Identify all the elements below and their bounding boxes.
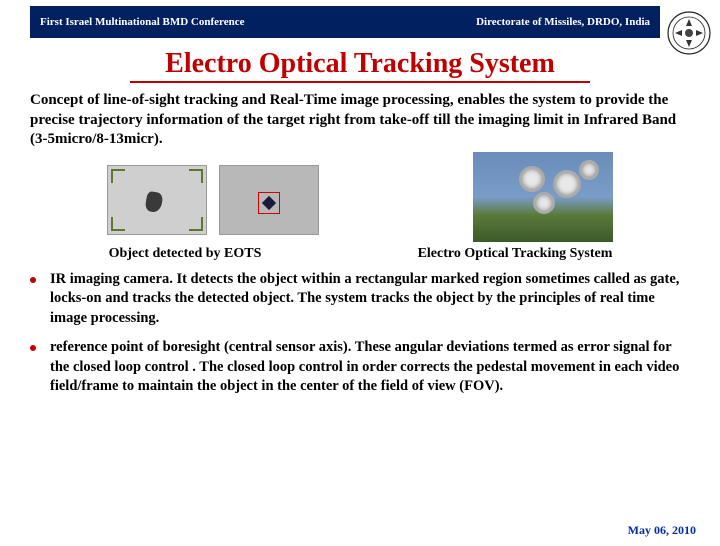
page-title: Electro Optical Tracking System [130, 48, 590, 83]
detection-image-2 [219, 165, 319, 235]
bullet-dot-icon [30, 345, 36, 351]
images-row [30, 160, 690, 240]
bullet-text: IR imaging camera. It detects the object… [50, 270, 690, 329]
intro-paragraph: Concept of line-of-sight tracking and Re… [30, 91, 690, 150]
drdo-logo-icon [666, 10, 712, 56]
captions-row: Object detected by EOTS Electro Optical … [30, 246, 690, 262]
caption-left: Object detected by EOTS [75, 246, 295, 262]
caption-right: Electro Optical Tracking System [385, 246, 645, 262]
header-bar: First Israel Multinational BMD Conferenc… [30, 6, 660, 38]
detection-image-1 [107, 165, 207, 235]
footer-date: May 06, 2010 [628, 523, 696, 538]
list-item: IR imaging camera. It detects the object… [30, 270, 690, 329]
bullet-list: IR imaging camera. It detects the object… [30, 270, 690, 397]
eots-system-photo [473, 152, 613, 242]
bullet-text: reference point of boresight (central se… [50, 338, 690, 397]
bullet-dot-icon [30, 277, 36, 283]
header-right: Directorate of Missiles, DRDO, India [476, 16, 650, 28]
list-item: reference point of boresight (central se… [30, 338, 690, 397]
detection-images [107, 165, 319, 235]
header-left: First Israel Multinational BMD Conferenc… [40, 16, 245, 28]
